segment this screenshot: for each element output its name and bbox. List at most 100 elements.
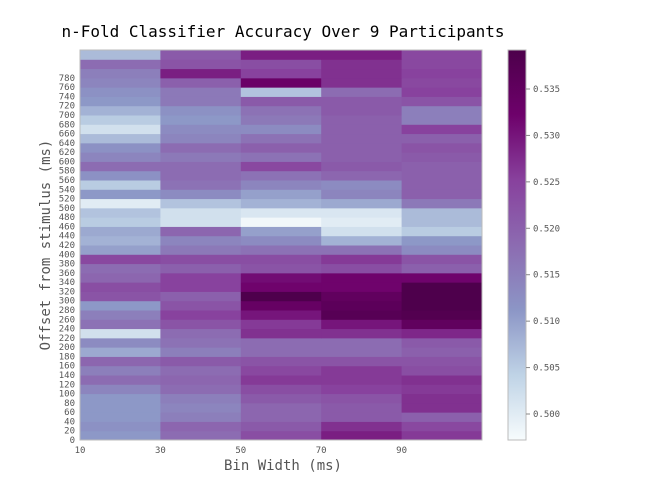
- heatmap-cell: [160, 207, 242, 218]
- heatmap-cell: [321, 282, 403, 292]
- heatmap-cell: [321, 291, 403, 302]
- heatmap-cell: [240, 263, 322, 274]
- colorbar-tick-label: 0.530: [533, 131, 560, 141]
- y-tick-label: 280: [59, 306, 75, 316]
- heatmap-cell: [321, 77, 403, 88]
- heatmap-cell: [80, 68, 161, 79]
- heatmap-cell: [321, 421, 403, 432]
- heatmap-cell: [321, 254, 403, 265]
- heatmap-cell: [401, 59, 483, 70]
- heatmap-cell: [321, 170, 403, 181]
- heatmap-cell: [160, 235, 242, 246]
- heatmap-cell: [160, 152, 242, 162]
- x-tick-label: 90: [396, 446, 407, 456]
- x-tick-label: 70: [316, 446, 327, 456]
- heatmap-cell: [240, 272, 322, 283]
- y-tick-label: 420: [59, 241, 75, 251]
- heatmap-cell: [160, 50, 242, 60]
- heatmap-cell: [240, 226, 322, 237]
- heatmap-cell: [401, 133, 483, 144]
- heatmap-cell: [321, 207, 403, 218]
- heatmap-cell: [80, 245, 161, 255]
- y-tick-label: 740: [59, 92, 75, 102]
- y-tick-label: 100: [59, 390, 75, 400]
- heatmap-cell: [321, 152, 403, 162]
- heatmap-cell: [80, 430, 161, 441]
- heatmap-cell: [240, 152, 322, 162]
- heatmap-cell: [401, 254, 483, 265]
- heatmap-cell: [160, 59, 242, 70]
- heatmap-cell: [160, 319, 242, 330]
- y-tick-label: 20: [64, 427, 75, 437]
- heatmap-cell: [80, 235, 161, 246]
- heatmap-cell: [80, 375, 161, 385]
- colorbar-ticks: 0.500 0.505 0.510 0.515 0.520 0.525 0.530 0.535: [526, 85, 560, 420]
- colorbar-tick-label: 0.515: [533, 271, 560, 281]
- y-tick-label: 180: [59, 352, 75, 362]
- heatmap-cell: [80, 161, 161, 172]
- heatmap-cell: [240, 161, 322, 172]
- heatmap-cell: [160, 115, 242, 125]
- heatmap-cell: [80, 198, 161, 209]
- heatmap-cell: [321, 328, 403, 339]
- heatmap-cell: [401, 96, 483, 107]
- heatmap-cell: [240, 124, 322, 135]
- heatmap-cells: [80, 50, 483, 441]
- heatmap-cell: [321, 245, 403, 255]
- heatmap-cell: [160, 170, 242, 181]
- y-tick-label: 200: [59, 343, 75, 353]
- heatmap-cell: [401, 263, 483, 274]
- heatmap-cell: [401, 421, 483, 432]
- heatmap-cell: [321, 356, 403, 367]
- heatmap-cell: [401, 152, 483, 162]
- y-tick-label: 580: [59, 167, 75, 177]
- y-tick-label: 600: [59, 157, 75, 167]
- y-tick-label: 320: [59, 287, 75, 297]
- heatmap-cell: [80, 217, 161, 227]
- heatmap-cell: [80, 412, 161, 422]
- heatmap-cell: [321, 365, 403, 376]
- y-tick-label: 220: [59, 334, 75, 344]
- heatmap-cell: [160, 430, 242, 441]
- heatmap-cell: [401, 142, 483, 153]
- heatmap-cell: [401, 337, 483, 348]
- heatmap-cell: [80, 115, 161, 125]
- heatmap-cell: [80, 124, 161, 135]
- heatmap-cell: [160, 328, 242, 339]
- heatmap-cell: [240, 245, 322, 255]
- heatmap-cell: [401, 68, 483, 79]
- heatmap-cell: [240, 328, 322, 339]
- heatmap-cell: [160, 96, 242, 107]
- heatmap-cell: [80, 226, 161, 237]
- heatmap-cell: [321, 133, 403, 144]
- heatmap-cell: [80, 356, 161, 367]
- heatmap-cell: [160, 375, 242, 385]
- heatmap-cell: [160, 300, 242, 311]
- heatmap-cell: [240, 180, 322, 190]
- heatmap-cell: [321, 217, 403, 227]
- heatmap-cell: [240, 384, 322, 395]
- heatmap-cell: [80, 50, 161, 60]
- y-tick-label: 40: [64, 417, 75, 427]
- heatmap-cell: [240, 310, 322, 320]
- heatmap-cell: [160, 142, 242, 153]
- y-tick-label: 780: [59, 74, 75, 84]
- heatmap-cell: [240, 393, 322, 404]
- heatmap-cell: [240, 412, 322, 422]
- heatmap-cell: [80, 142, 161, 153]
- heatmap-cell: [321, 198, 403, 209]
- y-tick-label: 60: [64, 408, 75, 418]
- heatmap-cell: [401, 375, 483, 385]
- heatmap-cell: [160, 365, 242, 376]
- heatmap-cell: [160, 310, 242, 320]
- heatmap-cell: [401, 384, 483, 395]
- heatmap-cell: [80, 328, 161, 339]
- heatmap-cell: [401, 124, 483, 135]
- heatmap-cell: [321, 272, 403, 283]
- heatmap-cell: [321, 142, 403, 153]
- y-tick-label: 500: [59, 204, 75, 214]
- heatmap-cell: [321, 384, 403, 395]
- heatmap-cell: [240, 133, 322, 144]
- heatmap-cell: [240, 235, 322, 246]
- heatmap-cell: [160, 393, 242, 404]
